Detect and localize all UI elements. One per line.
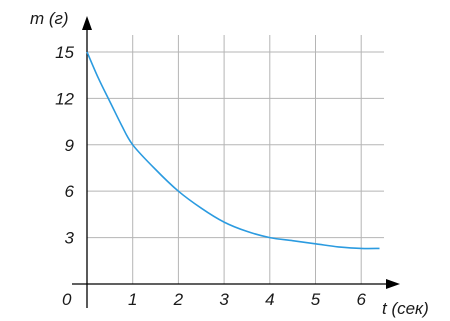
y-tick-label: 9 (65, 136, 75, 155)
y-tick-label: 12 (55, 89, 74, 108)
origin-label: 0 (62, 290, 72, 309)
x-tick-label: 2 (173, 290, 184, 309)
y-tick-label: 15 (55, 43, 74, 62)
series-line (86, 51, 380, 250)
x-tick-label: 1 (128, 290, 137, 309)
x-tick-label: 6 (356, 290, 366, 309)
grid (87, 35, 384, 284)
x-axis-title: t (сек) (382, 299, 429, 318)
y-axis-arrow-icon (82, 16, 92, 30)
x-tick-label: 3 (219, 290, 229, 309)
x-tick-label: 5 (311, 290, 321, 309)
y-tick-label: 3 (65, 229, 75, 248)
series (86, 51, 380, 250)
axes (72, 16, 400, 308)
y-axis-title: m (г) (30, 9, 69, 28)
x-tick-label: 4 (265, 290, 274, 309)
y-tick-label: 6 (65, 182, 75, 201)
x-axis-arrow-icon (386, 279, 400, 289)
